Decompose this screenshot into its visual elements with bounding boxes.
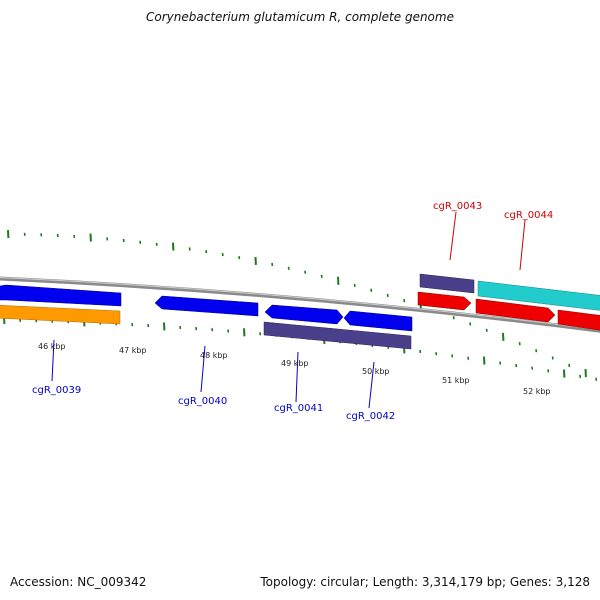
- genome-summary-text: Topology: circular; Length: 3,314,179 bp…: [260, 575, 590, 589]
- kbp-label-47: 47 kbp: [119, 346, 147, 355]
- gene-bar-cgR_0043[interactable]: [419, 273, 475, 294]
- outer-tick-row: [7, 230, 587, 378]
- leader-cgR_0040: [200, 345, 206, 393]
- cds-arrow-cgR_0041[interactable]: [264, 304, 344, 325]
- gene-label-cgR_0042[interactable]: cgR_0042: [346, 411, 395, 422]
- kbp-labels: 46 kbp 47 kbp 48 kbp 49 kbp 50 kbp 51 kb…: [38, 342, 551, 396]
- kbp-label-50: 50 kbp: [362, 367, 390, 376]
- cds-arrow-cgR_0043[interactable]: [417, 291, 472, 311]
- backbone-arc: [0, 276, 600, 333]
- kbp-label-46: 46 kbp: [38, 342, 66, 351]
- cds-arrow-cgR_0044[interactable]: [475, 298, 556, 323]
- gene-label-cgR_0044[interactable]: cgR_0044: [504, 210, 553, 221]
- gene-labels: cgR_0039 cgR_0040 cgR_0041 cgR_0042 cgR_…: [32, 201, 553, 422]
- cds-arrow-cgR_0042[interactable]: [343, 310, 413, 332]
- kbp-label-51: 51 kbp: [442, 376, 470, 385]
- leader-cgR_0041: [295, 351, 299, 403]
- gene-bar-cgR_0044[interactable]: [477, 280, 600, 311]
- gene-label-cgR_0040[interactable]: cgR_0040: [178, 396, 227, 407]
- label-leaders: [51, 211, 526, 409]
- kbp-label-49: 49 kbp: [281, 359, 309, 368]
- kbp-label-52: 52 kbp: [523, 387, 551, 396]
- cds-arrow-cgR_0039[interactable]: [0, 284, 122, 307]
- leader-cgR_0039: [51, 339, 55, 382]
- kbp-label-48: 48 kbp: [200, 351, 228, 360]
- gene-label-cgR_0041[interactable]: cgR_0041: [274, 403, 323, 414]
- map-title: Corynebacterium glutamicum R, complete g…: [146, 10, 454, 24]
- accession-text: Accession: NC_009342: [10, 575, 147, 589]
- backbone-highlight: [0, 276, 600, 331]
- cds-arrow-cgR_0040[interactable]: [154, 295, 259, 317]
- cds-arrow-cgR_0045[interactable]: [557, 309, 600, 331]
- leader-cgR_0044: [519, 219, 526, 271]
- gene-bar-cgR_0039[interactable]: [0, 304, 121, 325]
- feature-track: [0, 273, 600, 350]
- gene-bar-cgR_0041-0042[interactable]: [263, 321, 412, 350]
- leader-cgR_0042: [368, 361, 375, 409]
- gene-label-cgR_0039[interactable]: cgR_0039: [32, 385, 81, 396]
- gene-label-cgR_0043[interactable]: cgR_0043: [433, 201, 482, 212]
- leader-cgR_0043: [449, 211, 457, 261]
